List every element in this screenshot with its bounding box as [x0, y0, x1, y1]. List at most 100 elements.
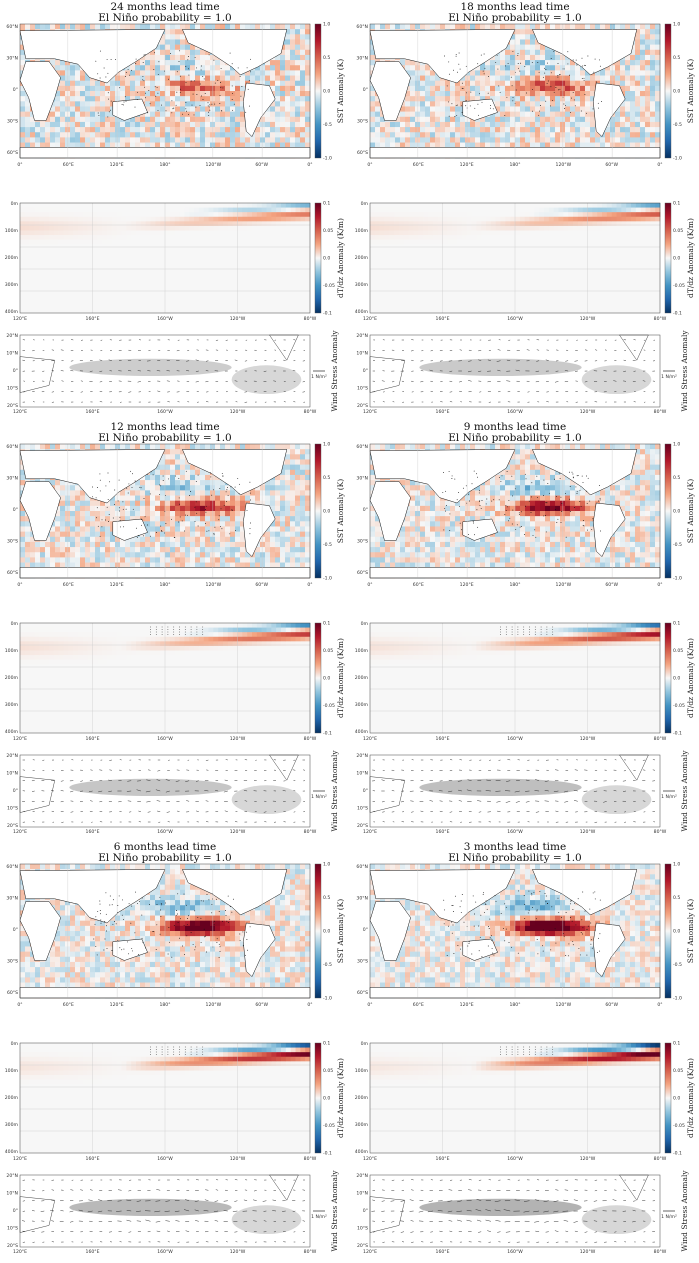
sst-cell	[235, 505, 241, 512]
sst-cell	[200, 547, 206, 553]
section-cell	[247, 285, 253, 291]
section-cell	[242, 221, 248, 227]
significance-dot	[110, 109, 111, 111]
significance-dot	[178, 497, 180, 499]
section-cell	[290, 258, 296, 263]
sst-cell	[170, 60, 176, 66]
sst-cell	[55, 111, 61, 118]
section-cell	[58, 271, 64, 277]
sst-cell	[185, 24, 191, 30]
sst-cell	[145, 562, 151, 568]
section-cell	[92, 239, 98, 245]
sst-cell	[300, 521, 306, 527]
sst-cell	[215, 444, 221, 450]
significance-dot	[195, 481, 197, 483]
section-cell	[39, 235, 45, 240]
sst-cell	[195, 541, 201, 548]
section-cell	[49, 212, 55, 218]
sst-cell	[260, 552, 266, 558]
wind-arrow	[293, 390, 296, 392]
sst-cell	[260, 116, 266, 123]
sst-cell	[170, 24, 176, 30]
section-cell	[276, 216, 282, 222]
section-cell	[237, 271, 243, 277]
section-cell	[29, 216, 35, 222]
sst-cell	[170, 127, 176, 133]
sst-cell	[165, 132, 171, 138]
sst-cell	[115, 116, 121, 123]
sst-cell	[280, 557, 286, 563]
section-cell	[300, 221, 306, 227]
sst-cell	[180, 34, 186, 40]
sst-cell	[50, 536, 56, 543]
sst-cell	[140, 516, 146, 522]
section-cell	[92, 248, 98, 254]
sst-cell	[130, 132, 136, 138]
section-cell	[73, 225, 79, 231]
sst-cell	[20, 65, 26, 71]
section-cell	[126, 244, 132, 250]
significance-dot	[117, 500, 119, 502]
sst-cell	[240, 500, 246, 507]
sst-cell	[295, 132, 301, 138]
sst-cell	[140, 490, 146, 496]
sst-cell	[185, 562, 191, 568]
section-cell	[58, 244, 64, 250]
sst-cell	[55, 480, 61, 486]
section-cell	[237, 221, 243, 227]
sst-cell	[80, 137, 86, 143]
significance-dot	[106, 506, 108, 508]
sst-cell	[30, 127, 36, 133]
sst-cell	[220, 495, 226, 501]
sst-cell	[95, 500, 101, 507]
section-cell	[261, 207, 267, 213]
sst-cell	[175, 91, 181, 97]
sst-cell	[190, 44, 196, 51]
section-cell	[58, 294, 64, 300]
section-cell	[73, 235, 79, 240]
sst-cell	[115, 552, 121, 558]
section-cell	[160, 308, 166, 314]
sst-cell	[230, 557, 236, 563]
section-cell	[107, 290, 113, 295]
section-cell	[126, 280, 132, 286]
sst-cell	[180, 526, 186, 532]
sst-cell	[195, 474, 201, 481]
sst-cell	[305, 547, 311, 553]
sst-cell	[155, 24, 161, 30]
sst-cell	[105, 96, 111, 102]
sst-cell	[305, 137, 311, 143]
section-cell	[78, 248, 84, 254]
sst-cell	[175, 474, 181, 481]
sst-cell	[240, 526, 246, 532]
sst-cell	[250, 75, 256, 81]
sst-cell	[130, 505, 136, 512]
sst-cell	[85, 511, 91, 517]
sst-cell	[235, 557, 241, 563]
section-cell	[213, 216, 219, 222]
sst-cell	[290, 547, 296, 553]
sst-cell	[235, 552, 241, 558]
section-cell	[165, 221, 171, 227]
sst-cell	[215, 116, 221, 123]
significance-dot	[240, 95, 242, 97]
sst-cell	[210, 127, 216, 133]
section-cell	[223, 225, 229, 231]
section-cell	[58, 258, 64, 263]
section-cell	[189, 285, 195, 291]
sst-cell	[165, 500, 171, 507]
sst-cell	[290, 536, 296, 543]
section-cell	[271, 267, 277, 273]
sst-cell	[70, 552, 76, 558]
section-cell	[261, 244, 267, 250]
sst-cell	[20, 106, 26, 112]
sst-cell	[135, 444, 141, 450]
sst-cell	[135, 116, 141, 123]
colorbar-tick-label: -0.1	[323, 311, 332, 317]
sst-cell	[270, 500, 276, 507]
sst-cell	[60, 85, 66, 92]
sst-cell	[185, 85, 191, 92]
wind-arrow	[205, 360, 209, 362]
sst-cell	[290, 490, 296, 496]
sst-cell	[115, 500, 121, 507]
